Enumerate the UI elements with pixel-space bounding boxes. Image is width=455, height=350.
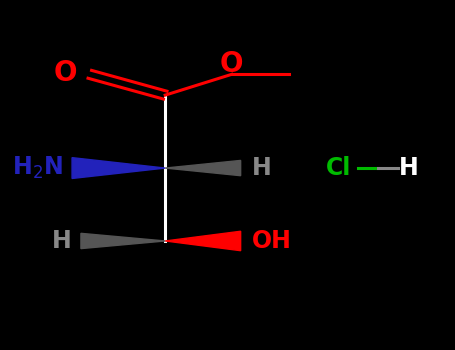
Polygon shape [72,158,165,178]
Text: O: O [220,50,243,78]
Text: O: O [54,58,77,86]
Text: OH: OH [252,229,292,253]
Text: Cl: Cl [326,156,351,180]
Text: H$_2$N: H$_2$N [12,155,63,181]
Text: H: H [52,229,72,253]
Polygon shape [165,231,241,251]
Polygon shape [81,233,165,248]
Text: H: H [252,156,272,180]
Text: H: H [399,156,419,180]
Polygon shape [165,160,241,176]
